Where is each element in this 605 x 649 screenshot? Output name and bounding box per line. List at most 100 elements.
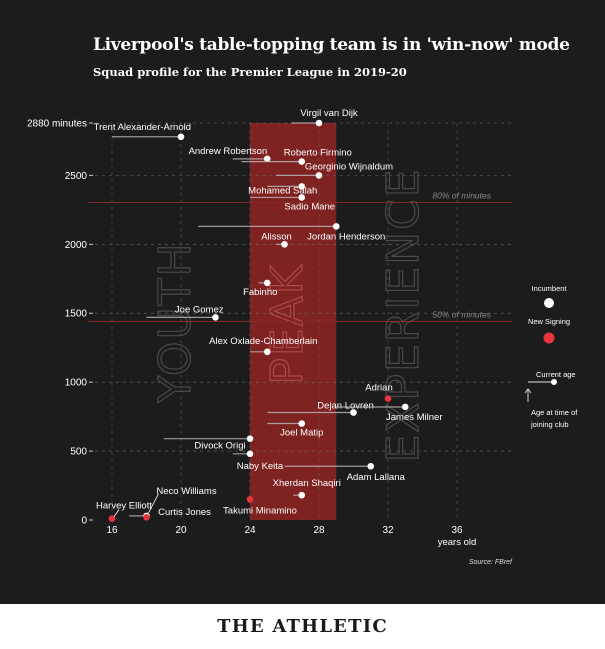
- player-point: Mohamed Salah: [248, 183, 317, 196]
- y-tick-label: 2880 minutes: [27, 119, 87, 130]
- player-point: Adam Lallana: [284, 462, 406, 483]
- player-label: Naby Keita: [237, 461, 284, 472]
- x-tick-label: 28: [313, 525, 325, 536]
- chart-title: Liverpool's table-topping team is in 'wi…: [93, 35, 570, 55]
- y-tick-label: 1000: [65, 378, 88, 389]
- incumbent-dot: [281, 241, 288, 248]
- legend-incumbent-label: Incumbent: [531, 284, 567, 293]
- incumbent-dot: [332, 223, 340, 230]
- source-note: Source: FBref: [469, 559, 513, 566]
- chart-subtitle: Squad profile for the Premier League in …: [93, 65, 407, 79]
- zone-label-experience: EXPERIENCE: [378, 167, 429, 462]
- chart-panel: Liverpool's table-topping team is in 'wi…: [0, 0, 605, 604]
- new-signing-dot: [384, 395, 392, 402]
- y-tick-label: 2500: [65, 171, 88, 182]
- incumbent-dot: [315, 172, 323, 179]
- player-label: Dejan Lovren: [317, 400, 374, 411]
- player-label: Roberto Firmino: [284, 148, 352, 159]
- incumbent-dot: [246, 450, 254, 458]
- player-point: Adrian: [365, 383, 393, 402]
- player-label: Xherdan Shaqiri: [273, 478, 341, 489]
- player-point: Xherdan Shaqiri: [273, 478, 341, 499]
- incumbent-dot: [177, 133, 185, 141]
- player-label: Fabinho: [243, 287, 277, 298]
- player-point: Joel Matip: [267, 420, 323, 439]
- player-label: Virgil van Dijk: [300, 108, 358, 119]
- player-point: Fabinho: [243, 279, 277, 298]
- player-label: Jordan Henderson: [307, 231, 385, 242]
- legend-joined-age-label: Age at time of: [531, 408, 578, 417]
- incumbent-dot: [298, 491, 306, 499]
- player-point: Georginio Wijnaldum: [275, 161, 393, 179]
- player-label: Alex Oxlade-Chamberlain: [209, 336, 317, 347]
- player-point: Sadio Mane: [250, 194, 335, 212]
- y-tick-label: 0: [81, 516, 87, 527]
- x-axis-title: years old: [438, 537, 477, 548]
- player-label: James Milner: [386, 412, 443, 423]
- incumbent-dot: [246, 435, 254, 442]
- player-label: Georginio Wijnaldum: [305, 161, 393, 172]
- player-point: Alex Oxlade-Chamberlain: [209, 336, 317, 356]
- incumbent-dot: [298, 158, 306, 165]
- incumbent-dot: [298, 194, 306, 201]
- player-label: Adam Lallana: [347, 472, 406, 483]
- player-point: Curtis Jones: [143, 507, 211, 521]
- player-point: James Milner: [336, 403, 443, 423]
- legend-new-signing-dot: [543, 332, 555, 344]
- player-point: Joe Gomez: [146, 304, 224, 321]
- legend-current-age-dot: [551, 379, 557, 385]
- x-tick-label: 36: [451, 525, 463, 536]
- x-tick-label: 32: [382, 525, 394, 536]
- incumbent-dot: [212, 314, 219, 321]
- x-tick-label: 16: [106, 525, 118, 536]
- player-label: Adrian: [365, 383, 392, 394]
- y-tick-label: 2000: [65, 240, 88, 251]
- new-signing-dot: [143, 513, 150, 521]
- reference-line-label: 50% of minutes: [432, 310, 491, 320]
- y-tick-label: 1500: [65, 309, 88, 320]
- brand-logo: THE ATHLETIC: [217, 616, 388, 637]
- player-point: Virgil van Dijk: [291, 108, 358, 127]
- label-connector: [113, 509, 120, 517]
- incumbent-dot: [263, 348, 271, 356]
- footer: THE ATHLETIC: [0, 604, 605, 649]
- player-label: Mohamed Salah: [248, 185, 317, 196]
- legend-new-signing-label: New Signing: [528, 317, 570, 326]
- player-point: Takumi Minamino: [223, 496, 297, 516]
- player-point: Roberto Firmino: [241, 148, 352, 165]
- player-label: Curtis Jones: [158, 507, 211, 518]
- incumbent-dot: [315, 119, 323, 127]
- player-point: Dejan Lovren: [267, 400, 374, 416]
- player-point: Divock Origi: [163, 435, 254, 452]
- incumbent-dot: [263, 279, 271, 287]
- incumbent-dot: [298, 183, 306, 190]
- legend-current-age-label: Current age: [536, 370, 576, 379]
- legend-incumbent-dot: [544, 298, 554, 308]
- new-signing-dot: [246, 496, 254, 503]
- x-tick-label: 24: [244, 525, 256, 536]
- player-point: Andrew Robertson: [189, 146, 271, 163]
- incumbent-dot: [298, 420, 306, 427]
- player-label: Sadio Mane: [284, 201, 335, 212]
- player-point: Naby Keita: [232, 450, 284, 472]
- zone-label-youth: YOUTH: [150, 241, 201, 403]
- player-label: Andrew Robertson: [189, 146, 268, 157]
- x-tick-label: 20: [175, 525, 187, 536]
- new-signing-dot: [108, 515, 116, 522]
- incumbent-dot: [263, 155, 271, 163]
- legend-arrow-head: [524, 388, 532, 394]
- incumbent-dot: [401, 403, 409, 411]
- player-point: Trent Alexander-Arnold: [94, 122, 191, 141]
- player-label: Joel Matip: [280, 428, 323, 439]
- player-label: Divock Origi: [194, 441, 245, 452]
- label-connector: [148, 493, 159, 514]
- reference-line-label: 80% of minutes: [432, 190, 491, 200]
- incumbent-dot: [350, 409, 357, 416]
- player-point: Jordan Henderson: [198, 223, 385, 242]
- player-label: Alisson: [261, 231, 292, 242]
- y-tick-label: 500: [70, 447, 87, 458]
- player-label: Joe Gomez: [175, 304, 224, 315]
- player-point: Harvey Elliott: [96, 501, 152, 522]
- player-point: Alisson: [261, 231, 292, 248]
